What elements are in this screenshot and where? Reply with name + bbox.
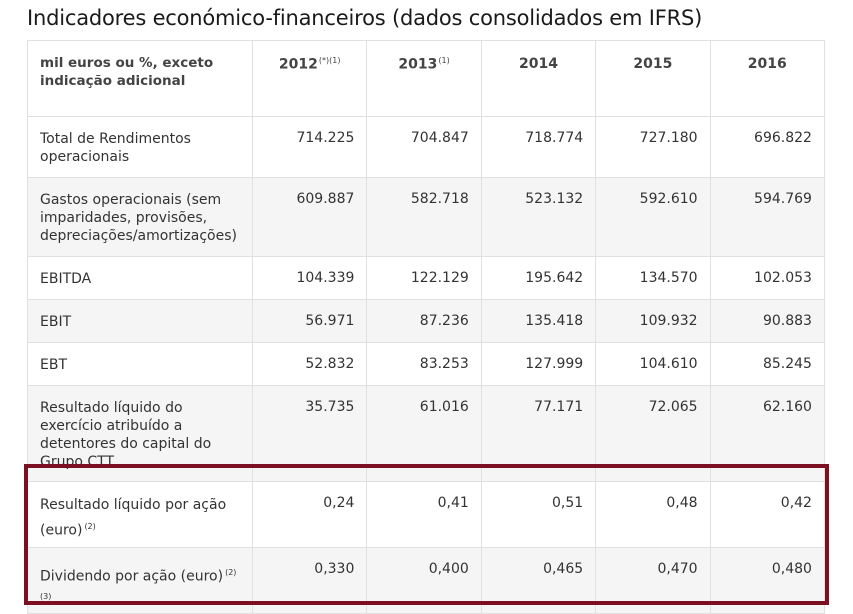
cell-value: 0,465 xyxy=(480,547,597,614)
table-row: EBITDA 104.339 122.129 195.642 134.570 1… xyxy=(27,256,825,300)
cell-value: 0,400 xyxy=(366,547,482,614)
cell-value: 127.999 xyxy=(480,342,597,386)
footnote-ref: (3) xyxy=(40,591,52,601)
header-year: 2016 xyxy=(709,40,825,117)
table-row: EBT 52.832 83.253 127.999 104.610 85.245 xyxy=(27,342,825,386)
cell-value: 87.236 xyxy=(366,299,482,343)
table-row: Total de Rendimentos operacionais 714.22… xyxy=(27,116,825,178)
header-label: mil euros ou %, exceto indicação adicion… xyxy=(27,40,253,117)
cell-value: 83.253 xyxy=(366,342,482,386)
row-label: Total de Rendimentos operacionais xyxy=(27,116,253,178)
cell-value: 704.847 xyxy=(366,116,482,178)
year-label: 2015 xyxy=(633,56,673,72)
cell-value: 594.769 xyxy=(709,177,825,257)
cell-value: 195.642 xyxy=(480,256,597,300)
table-row: Dividendo por ação (euro) (2) (3) 0,330 0,… xyxy=(27,547,825,614)
cell-value: 0,480 xyxy=(709,547,825,614)
table-row: EBIT 56.971 87.236 135.418 109.932 90.88… xyxy=(27,299,825,343)
cell-value: 104.339 xyxy=(251,256,368,300)
cell-value: 0,24 xyxy=(251,481,368,548)
cell-value: 102.053 xyxy=(709,256,825,300)
indicators-table: mil euros ou %, exceto indicação adicion… xyxy=(27,40,825,614)
cell-value: 35.735 xyxy=(251,385,368,482)
cell-value: 718.774 xyxy=(480,116,597,178)
cell-value: 609.887 xyxy=(251,177,368,257)
cell-value: 134.570 xyxy=(595,256,711,300)
row-label: Resultado líquido do exercício atribuído… xyxy=(27,385,253,482)
cell-value: 62.160 xyxy=(709,385,825,482)
row-label-text: Resultado líquido por ação (euro) xyxy=(40,497,227,539)
cell-value: 0,48 xyxy=(595,481,711,548)
cell-value: 0,41 xyxy=(366,481,482,548)
table-row: Gastos operacionais (sem imparidades, pr… xyxy=(27,177,825,257)
header-year: 2015 xyxy=(595,40,711,117)
cell-value: 0,330 xyxy=(251,547,368,614)
footnote-ref: (2) xyxy=(84,522,96,531)
year-label: 2016 xyxy=(747,56,787,72)
row-label: Gastos operacionais (sem imparidades, pr… xyxy=(27,177,253,257)
cell-value: 109.932 xyxy=(595,299,711,343)
row-label: EBITDA xyxy=(27,256,253,300)
table-row: Resultado líquido por ação (euro) (2) 0,2… xyxy=(27,481,825,548)
cell-value: 135.418 xyxy=(480,299,597,343)
year-label: 2012 xyxy=(278,56,318,73)
cell-value: 122.129 xyxy=(366,256,482,300)
cell-value: 727.180 xyxy=(595,116,711,178)
cell-value: 72.065 xyxy=(595,385,711,482)
cell-value: 523.132 xyxy=(480,177,597,257)
cell-value: 592.610 xyxy=(595,177,711,257)
header-year: 2013(1) xyxy=(366,40,482,117)
table-header-row: mil euros ou %, exceto indicação adicion… xyxy=(27,40,825,117)
cell-value: 0,470 xyxy=(595,547,711,614)
cell-value: 104.610 xyxy=(595,342,711,386)
cell-value: 61.016 xyxy=(366,385,482,482)
year-note: (*)(1) xyxy=(318,56,341,65)
row-label: EBIT xyxy=(27,299,253,343)
row-label: Dividendo por ação (euro) (2) (3) xyxy=(27,547,253,614)
cell-value: 90.883 xyxy=(709,299,825,343)
year-label: 2013 xyxy=(398,56,438,73)
cell-value: 77.171 xyxy=(480,385,597,482)
cell-value: 696.822 xyxy=(709,116,825,178)
cell-value: 582.718 xyxy=(366,177,482,257)
cell-value: 0,42 xyxy=(709,481,825,548)
footnote-ref: (2) xyxy=(225,568,237,577)
year-note: (1) xyxy=(438,56,450,65)
page-title: Indicadores económico-financeiros (dados… xyxy=(27,6,703,30)
cell-value: 52.832 xyxy=(251,342,368,386)
cell-value: 56.971 xyxy=(251,299,368,343)
row-label: Resultado líquido por ação (euro) (2) xyxy=(27,481,253,548)
row-label: EBT xyxy=(27,342,253,386)
cell-value: 714.225 xyxy=(251,116,368,178)
header-year: 2014 xyxy=(480,40,597,117)
year-label: 2014 xyxy=(518,56,558,72)
header-year: 2012(*)(1) xyxy=(251,40,368,117)
row-label-text: Dividendo por ação (euro) xyxy=(40,568,224,585)
cell-value: 85.245 xyxy=(709,342,825,386)
cell-value: 0,51 xyxy=(480,481,597,548)
table-row: Resultado líquido do exercício atribuído… xyxy=(27,385,825,482)
